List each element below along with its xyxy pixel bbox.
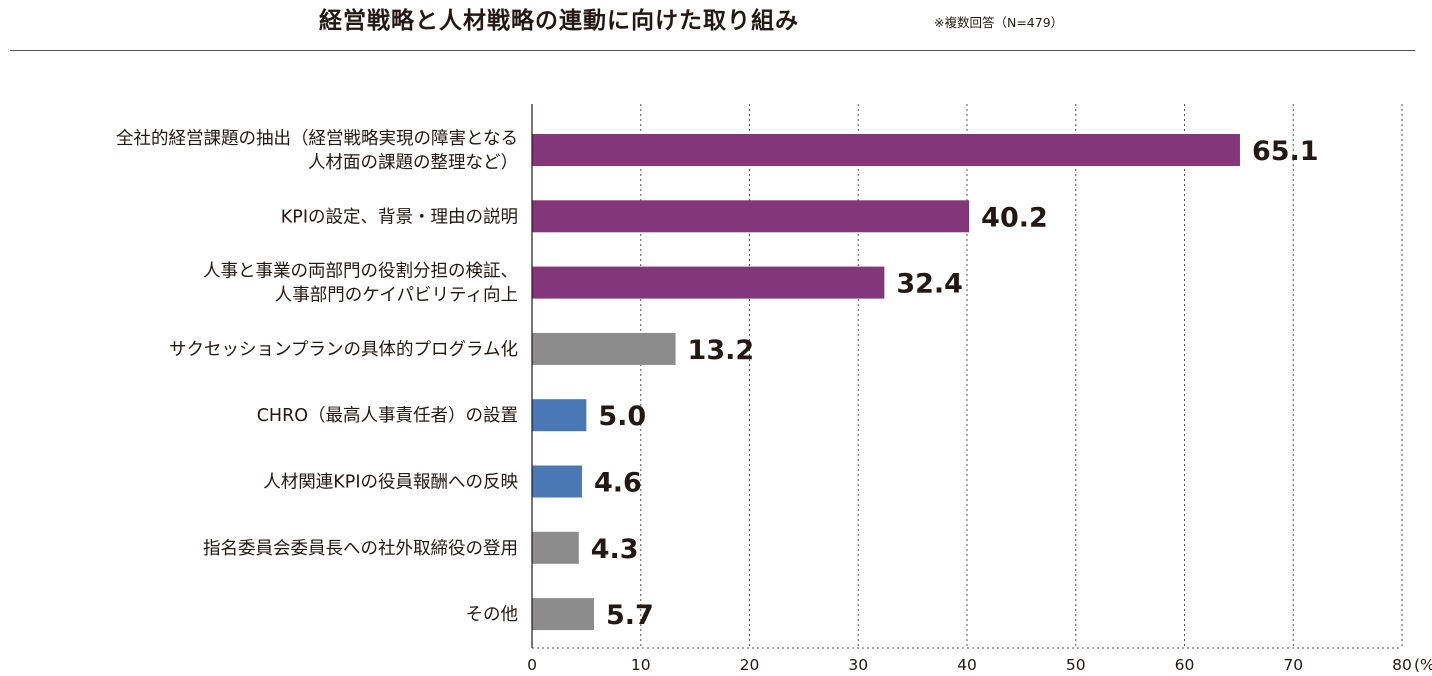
- bar: [532, 200, 970, 233]
- bar: [532, 598, 594, 631]
- bar: [532, 399, 587, 432]
- category-label: 人事と事業の両部門の役割分担の検証、: [203, 262, 518, 282]
- x-tick-label: 30: [848, 656, 868, 674]
- category-label: KPIの設定、背景・理由の説明: [281, 207, 518, 227]
- category-label: 人事部門のケイパビリティ向上: [275, 286, 518, 306]
- x-tick-label: 20: [740, 656, 760, 674]
- category-label: 人材面の課題の整理など）: [308, 153, 518, 173]
- x-tick-label: 70: [1283, 656, 1303, 674]
- x-tick-label: 50: [1066, 656, 1086, 674]
- x-tick-label: 40: [957, 656, 977, 674]
- category-label: 指名委員会委員長への社外取締役の登用: [203, 539, 518, 559]
- x-tick-label: 10: [631, 656, 651, 674]
- category-label: その他: [466, 605, 519, 625]
- value-label: 65.1: [1252, 136, 1319, 167]
- x-tick-label: 0: [527, 656, 537, 674]
- bar: [532, 531, 579, 564]
- category-label: 全社的経営課題の抽出（経営戦略実現の障害となる: [116, 129, 518, 149]
- x-tick-label: 60: [1175, 656, 1195, 674]
- chart-title: 経営戦略と人材戦略の連動に向けた取り組み: [319, 8, 799, 34]
- value-label: 13.2: [688, 335, 755, 366]
- value-label: 4.3: [591, 534, 639, 565]
- bar: [532, 465, 583, 498]
- category-label: 人材関連KPIの役員報酬への反映: [263, 473, 518, 493]
- category-label: サクセッションプランの具体的プログラム化: [169, 340, 518, 360]
- value-label: 40.2: [981, 202, 1048, 233]
- bar: [532, 266, 885, 299]
- value-label: 5.7: [606, 600, 654, 631]
- bar: [532, 134, 1240, 166]
- value-label: 32.4: [896, 269, 963, 300]
- x-tick-label: 80: [1392, 656, 1412, 674]
- value-label: 4.6: [594, 468, 642, 499]
- x-unit-label: (%): [1414, 656, 1432, 674]
- chart-note: ※複数回答（N=479）: [934, 15, 1064, 30]
- category-label: CHRO（最高人事責任者）の設置: [257, 406, 518, 426]
- value-label: 5.0: [598, 401, 646, 432]
- title-divider: [10, 50, 1415, 51]
- bar: [532, 332, 676, 365]
